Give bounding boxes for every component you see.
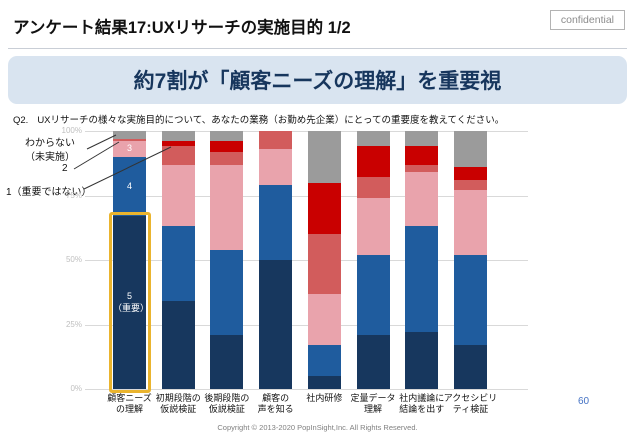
- gridline-50: [85, 260, 528, 261]
- bar-segment: [405, 146, 439, 165]
- bar-segment: [356, 177, 390, 199]
- stacked-bar-chart: 3 4 5 （重要）: [85, 131, 528, 390]
- bar-segment: [405, 332, 439, 389]
- annotation-scale-1: 1（重要ではない）: [6, 187, 92, 198]
- bar-segment: [210, 164, 244, 250]
- question-text: UXリサーチの様々な実施目的について、あなたの業務（お勤め先企業）にとっての重要…: [37, 115, 505, 126]
- bar-segment: [161, 141, 195, 147]
- segment-label: 5 （重要）: [113, 290, 150, 313]
- gridline-0: [85, 389, 528, 390]
- bar-segment: [161, 226, 195, 302]
- bar-segment: [210, 249, 244, 335]
- highlight-box: [108, 212, 151, 393]
- bar-segment: [210, 151, 244, 165]
- bar-segment: [454, 190, 487, 255]
- bar-segment: [307, 293, 341, 346]
- y-axis-label: 100%: [61, 126, 82, 135]
- key-message-text: 約7割が「顧客ニーズの理解」を重要視: [133, 70, 502, 93]
- header-divider: [8, 48, 627, 49]
- x-axis-label: 社内研修: [306, 393, 343, 403]
- bar-segment: [210, 131, 244, 142]
- bar-segment: [454, 167, 487, 180]
- y-axis-label: 75%: [65, 190, 82, 200]
- gridline-100: [85, 131, 528, 132]
- annotation-scale-2: 2: [62, 163, 68, 174]
- bar-segment: [113, 131, 146, 139]
- bar-segment: [356, 254, 390, 335]
- bar-segment: [405, 164, 439, 173]
- bar-segment: [307, 376, 341, 389]
- bars-area: 3 4 5 （重要）: [113, 131, 487, 389]
- bar-segment: [259, 149, 293, 186]
- x-axis-label: 顧客ニーズ の理解: [107, 393, 152, 415]
- bar-segment: [307, 234, 341, 294]
- bar-segment: 4: [113, 156, 146, 217]
- bar-segment: [307, 131, 341, 183]
- bar-segment: [405, 172, 439, 227]
- bar-segment: [454, 131, 487, 168]
- annotation-unknown: わからない （未実施）: [25, 138, 75, 163]
- bar-segment: [259, 131, 293, 150]
- bar-segment: [356, 146, 390, 178]
- bar-7: [405, 131, 439, 389]
- bar-8: [454, 131, 487, 389]
- y-axis-label: 50%: [65, 255, 82, 264]
- y-axis-label: 25%: [65, 319, 82, 329]
- bar-segment: [259, 185, 293, 260]
- bar-segment: [307, 182, 341, 235]
- x-axis-label: 後期段階の 仮説検証: [204, 393, 250, 415]
- question-line: Q2. UXリサーチの様々な実施目的について、あなたの業務（お勤め先企業）にとって…: [13, 112, 504, 126]
- bar-segment: 5 （重要）: [113, 216, 150, 389]
- bar-segment: [356, 198, 390, 255]
- bar-segment: [356, 131, 390, 147]
- bar-5: [307, 131, 341, 389]
- bar-3: [210, 131, 244, 389]
- x-axis-label: 定量データ 理解: [350, 393, 396, 415]
- confidential-badge: confidential: [549, 10, 625, 30]
- bar-segment: [259, 259, 293, 389]
- key-message-banner: 約7割が「顧客ニーズの理解」を重要視: [8, 56, 627, 104]
- bar-6: [356, 131, 390, 389]
- y-axis-label: 0%: [70, 384, 82, 393]
- x-axis-label: 顧客の 声を知る: [257, 393, 294, 415]
- bar-segment: [405, 226, 439, 333]
- bar-segment: [210, 141, 244, 152]
- gridline-25: [85, 324, 528, 326]
- bar-segment: [356, 334, 390, 389]
- bar-segment: [210, 334, 244, 389]
- bar-segment: [405, 131, 439, 147]
- copyright-footer: Copyright © 2013-2020 PopInSight,Inc. Al…: [217, 423, 418, 432]
- page-title: アンケート結果17:UXリサーチの実施目的 1/2: [13, 19, 351, 37]
- bar-segment: [454, 180, 487, 191]
- bar-segment: [161, 301, 195, 389]
- bar-segment: 3: [113, 141, 146, 157]
- page-number: 60: [578, 396, 590, 407]
- bar-segment: [161, 146, 195, 165]
- bar-segment: [307, 345, 341, 377]
- x-axis-label: アクセシビリ ティ検証: [443, 393, 498, 415]
- bar-segment: [454, 254, 487, 346]
- x-axis-label: 初期段階の 仮説検証: [155, 393, 201, 415]
- bar-4: [259, 131, 293, 389]
- gridline-75: [85, 195, 528, 197]
- segment-label: 4: [126, 180, 132, 191]
- bar-segment: [161, 164, 195, 227]
- segment-label: 3: [126, 143, 132, 154]
- bar-segment: [454, 345, 487, 389]
- question-number: Q2.: [13, 115, 29, 126]
- bar-2: [161, 131, 195, 389]
- bar-segment: [161, 131, 195, 142]
- x-axis-label: 社内議論に 結論を出す: [399, 393, 445, 415]
- bar-segment: [113, 138, 146, 142]
